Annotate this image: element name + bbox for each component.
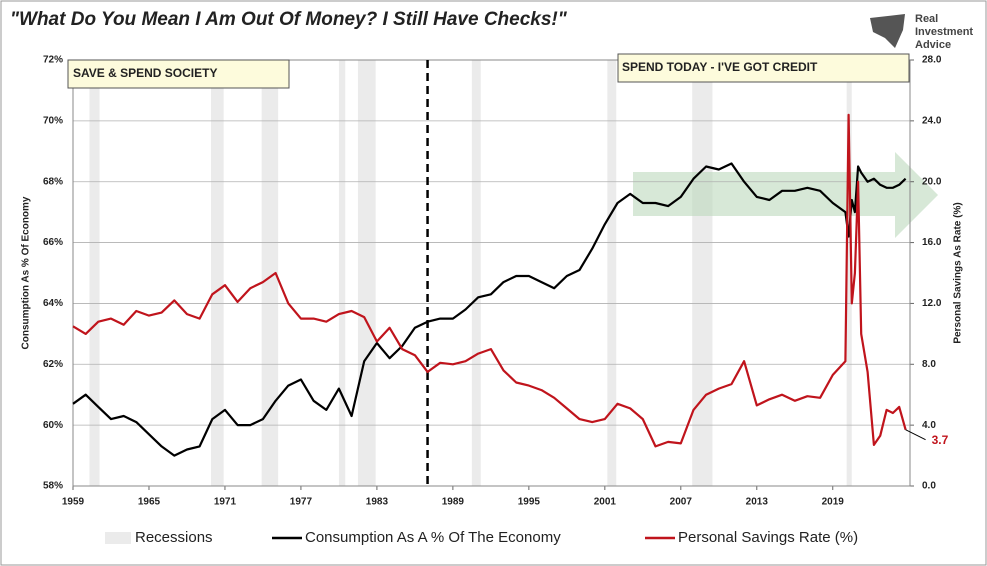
y-axis-label: Consumption As % Of Economy [21, 196, 32, 349]
logo-icon [870, 14, 905, 48]
x-tick-label: 1995 [518, 497, 541, 508]
x-tick-label: 2007 [670, 497, 693, 508]
recession-band [607, 60, 617, 486]
y2-tick-label: 8.0 [922, 359, 936, 370]
x-tick-label: 1983 [366, 497, 389, 508]
series-line [72, 162, 907, 457]
x-tick-label: 1989 [442, 497, 465, 508]
y-tick-label: 68% [43, 176, 63, 187]
legend: Recessions Consumption As A % Of The Econ… [105, 529, 858, 546]
y-tick-label: 60% [43, 420, 63, 431]
y-tick-label: 62% [43, 359, 63, 370]
recession-layer [89, 60, 852, 486]
recession-band [211, 60, 224, 486]
value-label: 3.7 [932, 433, 949, 447]
recession-band [357, 60, 376, 486]
annotation-box [617, 53, 910, 83]
recession-band [89, 60, 100, 486]
y2-tick-label: 20.0 [922, 176, 942, 187]
legend-label: Personal Savings Rate (%) [678, 529, 858, 546]
y2-tick-label: 28.0 [922, 55, 942, 66]
y2-tick-label: 16.0 [922, 237, 942, 248]
x-tick-label: 1977 [290, 497, 313, 508]
plot-frame [72, 59, 911, 487]
y-tick-label: 72% [43, 55, 63, 66]
recession-band [846, 60, 852, 486]
y-tick-label: 66% [43, 237, 63, 248]
x-tick-label: 1965 [138, 497, 161, 508]
y-tick-label: 70% [43, 115, 63, 126]
logo-text: Investment [915, 26, 973, 38]
x-tick-label: 1971 [214, 497, 237, 508]
x-tick-label: 2001 [594, 497, 617, 508]
annotation: SPEND TODAY - I'VE GOT CREDIT [622, 60, 818, 74]
recession-band [338, 60, 346, 486]
annotation: SAVE & SPEND SOCIETY [73, 66, 217, 80]
recession-band [261, 60, 279, 486]
chart-title: "What Do You Mean I Am Out Of Money? I S… [10, 9, 568, 30]
y-tick-label: 58% [43, 481, 63, 492]
logo-text: Real [915, 13, 938, 25]
label-leader [905, 429, 926, 441]
annotation-box [67, 59, 290, 89]
logo: Real Investment Advice [870, 13, 973, 51]
x-tick-label: 1959 [62, 497, 85, 508]
y2-tick-label: 24.0 [922, 115, 942, 126]
y2-tick-label: 0.0 [922, 481, 936, 492]
y-tick-label: 64% [43, 298, 63, 309]
recession-band [471, 60, 481, 486]
y2-tick-label: 4.0 [922, 420, 936, 431]
legend-label: Recessions [135, 529, 213, 546]
line-layer: 3.7 [72, 60, 949, 486]
x-tick-label: 2019 [822, 497, 845, 508]
y2-axis-label: Personal Savings As Rate (%) [953, 202, 964, 343]
y2-tick-label: 12.0 [922, 298, 942, 309]
x-tick-label: 2013 [746, 497, 769, 508]
legend-swatch [105, 532, 131, 544]
logo-text: Advice [915, 39, 951, 51]
series-line [72, 113, 907, 448]
recession-band [692, 60, 713, 486]
legend-label: Consumption As A % Of The Economy [305, 529, 561, 546]
